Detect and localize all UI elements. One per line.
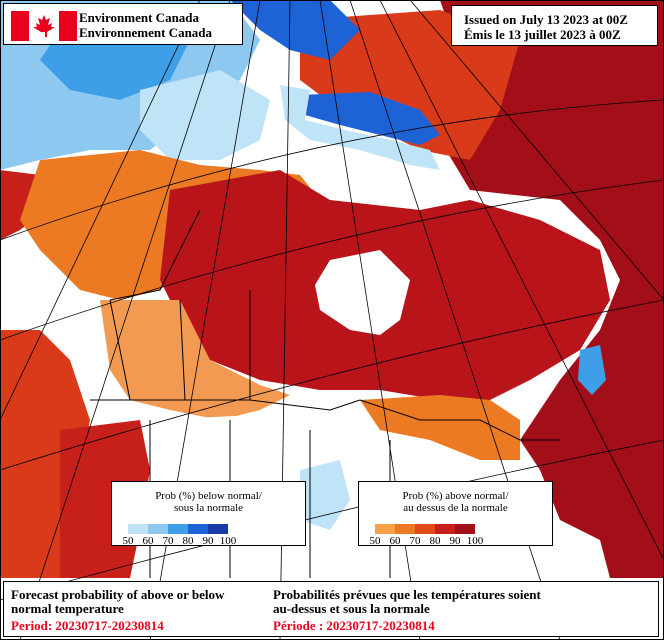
region-prairies-orange — [100, 300, 290, 420]
legend-below-swatch — [128, 524, 148, 534]
region-hudson-normal — [315, 250, 410, 335]
org-name-en: Environment Canada — [79, 10, 200, 25]
legend-below-tick: 70 — [162, 535, 174, 547]
caption-period-fr: Période : 20230717-20230814 — [273, 618, 435, 633]
legend-below-swatch — [168, 524, 188, 534]
legend-below-ticks: 50 60 70 80 90 100 — [118, 536, 238, 547]
region-arctic-light — [140, 70, 270, 160]
region-baffin-below — [300, 92, 440, 145]
legend-above-swatch — [375, 524, 395, 534]
region-labrador-below — [578, 345, 606, 395]
caption-title-fr-line1: Probabilités prévues que les température… — [273, 587, 541, 602]
legend-above-tick: 90 — [449, 535, 461, 547]
legend-below-swatch — [188, 524, 208, 534]
legend-below-title-line2: sous la normale — [173, 502, 244, 514]
region-greenland-above — [300, 10, 520, 160]
legend-above-swatch — [435, 524, 455, 534]
legend-above-tick: 50 — [369, 535, 381, 547]
legend-below-normal: Prob (%) below normal/ sous la normale 5… — [111, 481, 306, 547]
legend-above-title-line1: Prob (%) above normal/ — [402, 490, 509, 502]
region-east-above-dark — [440, 0, 664, 578]
region-greatlakes-orange — [360, 395, 520, 460]
issued-date-en: Issued on July 13 2023 at 00Z — [464, 12, 628, 27]
caption-title-en-line2: normal temperature — [11, 601, 124, 616]
legend-above-title-line2: au dessus de la normale — [403, 502, 508, 514]
legend-above-swatch — [395, 524, 415, 534]
legend-below-tick: 80 — [182, 535, 194, 547]
legend-above-normal: Prob (%) above normal/ au dessus de la n… — [358, 481, 553, 547]
legend-below-tick: 100 — [219, 535, 237, 547]
legend-above-swatch — [455, 524, 475, 534]
legend-below-swatches — [128, 524, 228, 534]
legend-below-tick: 90 — [202, 535, 214, 547]
caption-title-en-line1: Forecast probability of above or below — [11, 587, 225, 602]
legend-above-tick: 80 — [429, 535, 441, 547]
legend-below-title-line1: Prob (%) below normal/ — [155, 490, 262, 502]
legend-above-ticks: 50 60 70 80 90 100 — [365, 536, 485, 547]
caption-title-fr-line2: au-dessus et sous la normale — [273, 601, 430, 616]
legend-below-tick: 50 — [122, 535, 134, 547]
logo-box: Environment Canada Environnement Canada — [3, 3, 243, 45]
legend-above-tick: 60 — [389, 535, 401, 547]
legend-below-swatch — [148, 524, 168, 534]
legend-below-tick: 60 — [142, 535, 154, 547]
legend-above-tick: 70 — [409, 535, 421, 547]
org-name-fr: Environnement Canada — [79, 25, 213, 40]
canada-flag-icon — [11, 11, 77, 41]
region-greenland-below — [230, 0, 360, 60]
legend-above-tick: 100 — [466, 535, 484, 547]
legend-below-swatch — [208, 524, 228, 534]
legend-above-swatch — [415, 524, 435, 534]
caption-period-en: Period: 20230717-20230814 — [11, 618, 164, 633]
region-midwest-below — [300, 460, 350, 530]
legend-above-swatches — [375, 524, 475, 534]
issued-date-fr: Émis le 13 juillet 2023 à 00Z — [464, 27, 621, 42]
issued-box: Issued on July 13 2023 at 00Z Émis le 13… — [451, 5, 658, 46]
region-baffin-below-light — [280, 85, 440, 170]
caption-box: Forecast probability of above or below n… — [3, 581, 659, 637]
